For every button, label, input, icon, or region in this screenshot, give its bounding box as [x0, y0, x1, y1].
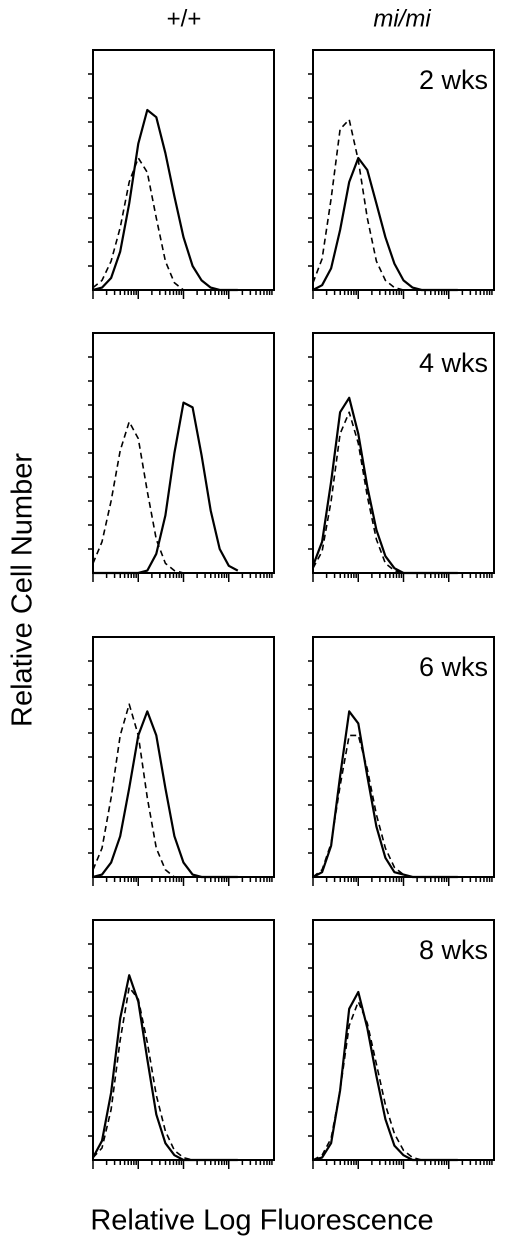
dashed-curve	[312, 734, 458, 878]
dashed-curve	[92, 986, 238, 1161]
dashed-curve	[312, 118, 458, 291]
solid-curve	[92, 974, 238, 1162]
x-axis-label: Relative Log Fluorescence	[90, 1205, 433, 1237]
solid-curve	[312, 710, 458, 879]
panel-annotation: 6 wks	[419, 652, 488, 682]
solid-curve	[312, 156, 458, 292]
y-axis-label: Relative Cell Number	[7, 453, 39, 727]
solid-curve	[92, 108, 238, 292]
solid-curve	[92, 710, 238, 879]
solid-curve	[312, 990, 458, 1162]
solid-curve	[311, 396, 458, 575]
dashed-curve	[92, 421, 238, 574]
panel-frame	[92, 636, 275, 878]
dashed-curve	[92, 157, 238, 291]
panel-annotation: 4 wks	[419, 348, 488, 378]
dashed-curve	[312, 411, 458, 574]
dashed-curve	[312, 1000, 458, 1161]
column-label: +/+	[167, 5, 202, 32]
panel-annotation: 8 wks	[419, 935, 488, 965]
solid-curve	[93, 401, 239, 575]
column-label: mi/mi	[373, 5, 431, 32]
panel-annotation: 2 wks	[419, 65, 488, 95]
